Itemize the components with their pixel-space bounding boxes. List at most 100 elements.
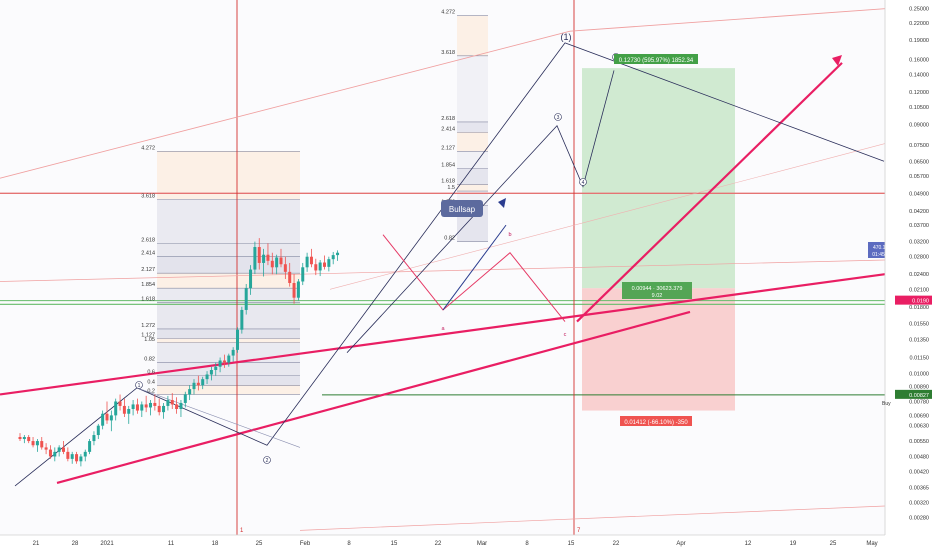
fib-left-level-label: 0.82 — [144, 357, 155, 363]
candle-body — [253, 247, 257, 270]
rr-label-2: 9.02 — [652, 293, 663, 299]
y-tick-label: 0.00365 — [909, 486, 929, 492]
x-tick-label: 15 — [391, 541, 398, 547]
y-tick-label: 0.03200 — [909, 240, 929, 246]
candle-body — [209, 369, 213, 375]
candle-body — [92, 435, 96, 442]
y-tick-label: 0.04200 — [909, 209, 929, 215]
y-tick-label: 0.00320 — [909, 500, 929, 506]
candle-body — [305, 256, 309, 268]
y-tick-label: 0.25000 — [909, 7, 929, 13]
candle-body — [231, 349, 235, 356]
y-axis-bg — [885, 0, 932, 550]
candle-body — [83, 451, 87, 457]
candle-body — [131, 404, 135, 409]
candle-body — [170, 400, 174, 405]
candle-body — [196, 382, 200, 386]
candle-body — [288, 271, 292, 284]
wave-mark-circle — [579, 178, 587, 186]
candle-body — [314, 264, 318, 271]
x-axis[interactable]: 21 28 2021 11 18 25 Feb 8 15 22 Mar 8 15 22 Apr 12 19 25 M… — [0, 534, 885, 547]
candle-body — [18, 437, 22, 440]
horizontal-lines-layer — [0, 192, 885, 396]
candle-body — [44, 447, 48, 450]
fib-left-level-label: 2.414 — [141, 251, 155, 257]
x-tick-label: Feb — [300, 541, 311, 547]
bullflag-arrow-head — [498, 198, 506, 208]
candle-body — [227, 355, 231, 363]
x-tick-label: 12 — [745, 541, 752, 547]
fib-mid-level-label: 4.272 — [441, 10, 455, 16]
vertical-marker-label: 7 — [577, 528, 581, 534]
fib-mid-level-label: 0.82 — [444, 236, 455, 242]
fib-mid-level-label: 2.127 — [441, 145, 455, 151]
y-tick-label: 0.00780 — [909, 399, 929, 405]
candle-body — [236, 329, 239, 350]
candle-body — [79, 456, 83, 462]
candle-body — [109, 415, 113, 421]
trendline-upper — [0, 273, 886, 396]
abc-pattern — [382, 234, 566, 322]
fib-mid-band — [457, 132, 488, 152]
candle-body — [218, 360, 222, 367]
fib-left-band — [157, 328, 300, 339]
y-tick-label: 0.02100 — [909, 287, 929, 293]
axis-price-red: 0.0190 — [912, 299, 929, 305]
target-zone — [582, 68, 735, 289]
wave-mark-label: 2 — [266, 458, 269, 464]
candle-body — [40, 441, 44, 448]
y-tick-label: 0.07500 — [909, 143, 929, 149]
candle-body — [31, 441, 35, 446]
candle-body — [222, 360, 226, 363]
x-tick-label: 25 — [256, 541, 263, 547]
candle-body — [331, 255, 335, 260]
y-tick-label: 0.00630 — [909, 424, 929, 430]
y-tick-label: 0.10500 — [909, 105, 929, 111]
target-label-text: 0.12730 (595.97%) 1852.34 — [619, 58, 694, 64]
fib-left-band — [157, 338, 300, 343]
bullflag-text: Bullsap — [449, 205, 476, 214]
y-tick-label: 0.01350 — [909, 337, 929, 343]
x-tick-label: 22 — [435, 541, 442, 547]
wave-1-label: (1) — [561, 32, 572, 42]
x-tick-label: May — [866, 541, 877, 547]
fib-left-band — [157, 273, 300, 289]
candle-body — [149, 402, 152, 408]
candle-body — [240, 309, 244, 330]
wave-count-line — [14, 42, 885, 487]
projection-arrow-head — [832, 55, 842, 66]
candle-body — [127, 408, 131, 414]
fib-left-band — [157, 288, 300, 303]
y-tick-label: 0.16000 — [909, 57, 929, 63]
candle-body — [66, 451, 70, 459]
candle-body — [162, 405, 166, 413]
y-tick-label: 0.01150 — [910, 356, 929, 362]
wave-mark-label: 1 — [138, 383, 141, 389]
candle-body — [275, 257, 279, 268]
y-axis[interactable]: 0.25000 0.22000 0.19000 0.16000 0.14000 0.120… — [882, 0, 932, 550]
fib-mid-level-label: 3.618 — [441, 50, 455, 56]
candle-body — [70, 454, 74, 459]
candle-body — [153, 402, 157, 406]
fib-mid-level-label: 1.854 — [441, 163, 455, 169]
candle-body — [122, 405, 126, 414]
candle-body — [140, 404, 144, 411]
candle-body — [88, 441, 92, 452]
x-tick-label: 18 — [212, 541, 219, 547]
fib-mid-level-label: 1.618 — [441, 178, 455, 184]
y-tick-label: 0.00890 — [909, 385, 929, 391]
abc-label: a — [441, 326, 445, 332]
x-tick-label: Mar — [477, 541, 487, 547]
candle-body — [96, 425, 100, 436]
fib-left-band — [157, 362, 300, 376]
candle-body — [118, 401, 122, 406]
candle-body — [35, 441, 39, 446]
stop-label-text: 0.01412 (-66.10%) -350 — [624, 420, 688, 426]
y-tick-label: 0.00690 — [909, 413, 929, 419]
buy-label: Buy — [882, 401, 891, 407]
x-tick-label: 22 — [613, 541, 620, 547]
axis-price-box-green — [895, 389, 932, 399]
fib-left-level-label: 1.127 — [141, 333, 155, 339]
